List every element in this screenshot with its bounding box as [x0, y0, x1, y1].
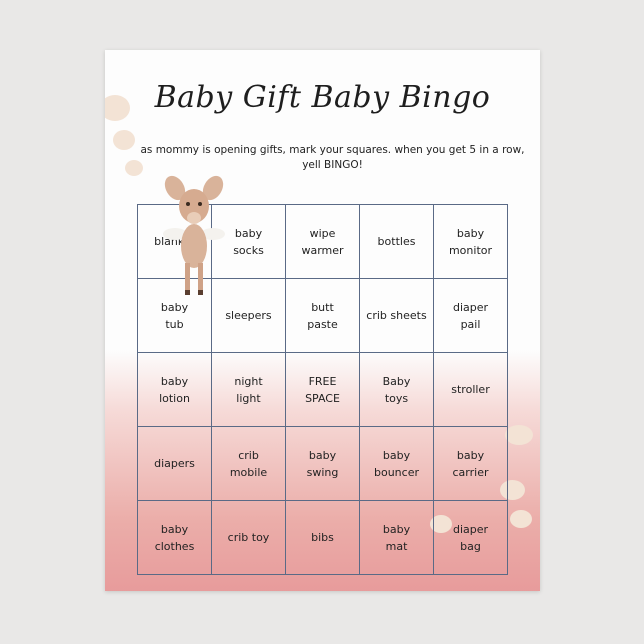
bingo-cell[interactable]: crib toy — [212, 501, 286, 575]
bingo-cell[interactable]: baby monitor — [434, 205, 508, 279]
bingo-card: Baby Gift Baby Bingo as mommy is opening… — [105, 50, 540, 591]
bingo-cell[interactable]: baby lotion — [138, 353, 212, 427]
bingo-cell[interactable]: baby carrier — [434, 427, 508, 501]
bingo-cell[interactable]: diaper pail — [434, 279, 508, 353]
bingo-cell[interactable]: stroller — [434, 353, 508, 427]
bingo-cell[interactable]: diapers — [138, 427, 212, 501]
bingo-cell[interactable]: sleepers — [212, 279, 286, 353]
decorative-dot — [113, 130, 135, 150]
decorative-dot — [125, 160, 143, 176]
bingo-cell[interactable]: night light — [212, 353, 286, 427]
bingo-cell[interactable]: baby clothes — [138, 501, 212, 575]
bingo-cell[interactable]: wipe warmer — [286, 205, 360, 279]
decorative-dot — [430, 515, 452, 533]
decorative-dot — [510, 510, 532, 528]
pink-glitter-background — [105, 350, 540, 591]
bingo-cell[interactable]: crib sheets — [360, 279, 434, 353]
bingo-cell[interactable]: baby bouncer — [360, 427, 434, 501]
bingo-cell[interactable]: baby tub — [138, 279, 212, 353]
decorative-dot — [500, 480, 525, 500]
bingo-cell[interactable]: diaper bag — [434, 501, 508, 575]
bingo-cell[interactable]: bibs — [286, 501, 360, 575]
bingo-cell[interactable]: baby socks — [212, 205, 286, 279]
bingo-cell[interactable]: butt paste — [286, 279, 360, 353]
decorative-dot — [505, 425, 533, 445]
bingo-cell[interactable]: FREE SPACE — [286, 353, 360, 427]
decorative-dot — [105, 95, 130, 121]
bingo-cell[interactable]: bottles — [360, 205, 434, 279]
bingo-cell[interactable]: baby swing — [286, 427, 360, 501]
instructions: as mommy is opening gifts, mark your squ… — [140, 144, 525, 171]
bingo-cell[interactable]: baby mat — [360, 501, 434, 575]
page-title: Baby Gift Baby Bingo — [154, 80, 491, 115]
bingo-cell[interactable]: Baby toys — [360, 353, 434, 427]
fawn-deer-illustration — [163, 175, 225, 295]
bingo-cell[interactable]: crib mobile — [212, 427, 286, 501]
bingo-grid: blanket baby socks wipe warmer bottles baby … — [137, 204, 508, 575]
